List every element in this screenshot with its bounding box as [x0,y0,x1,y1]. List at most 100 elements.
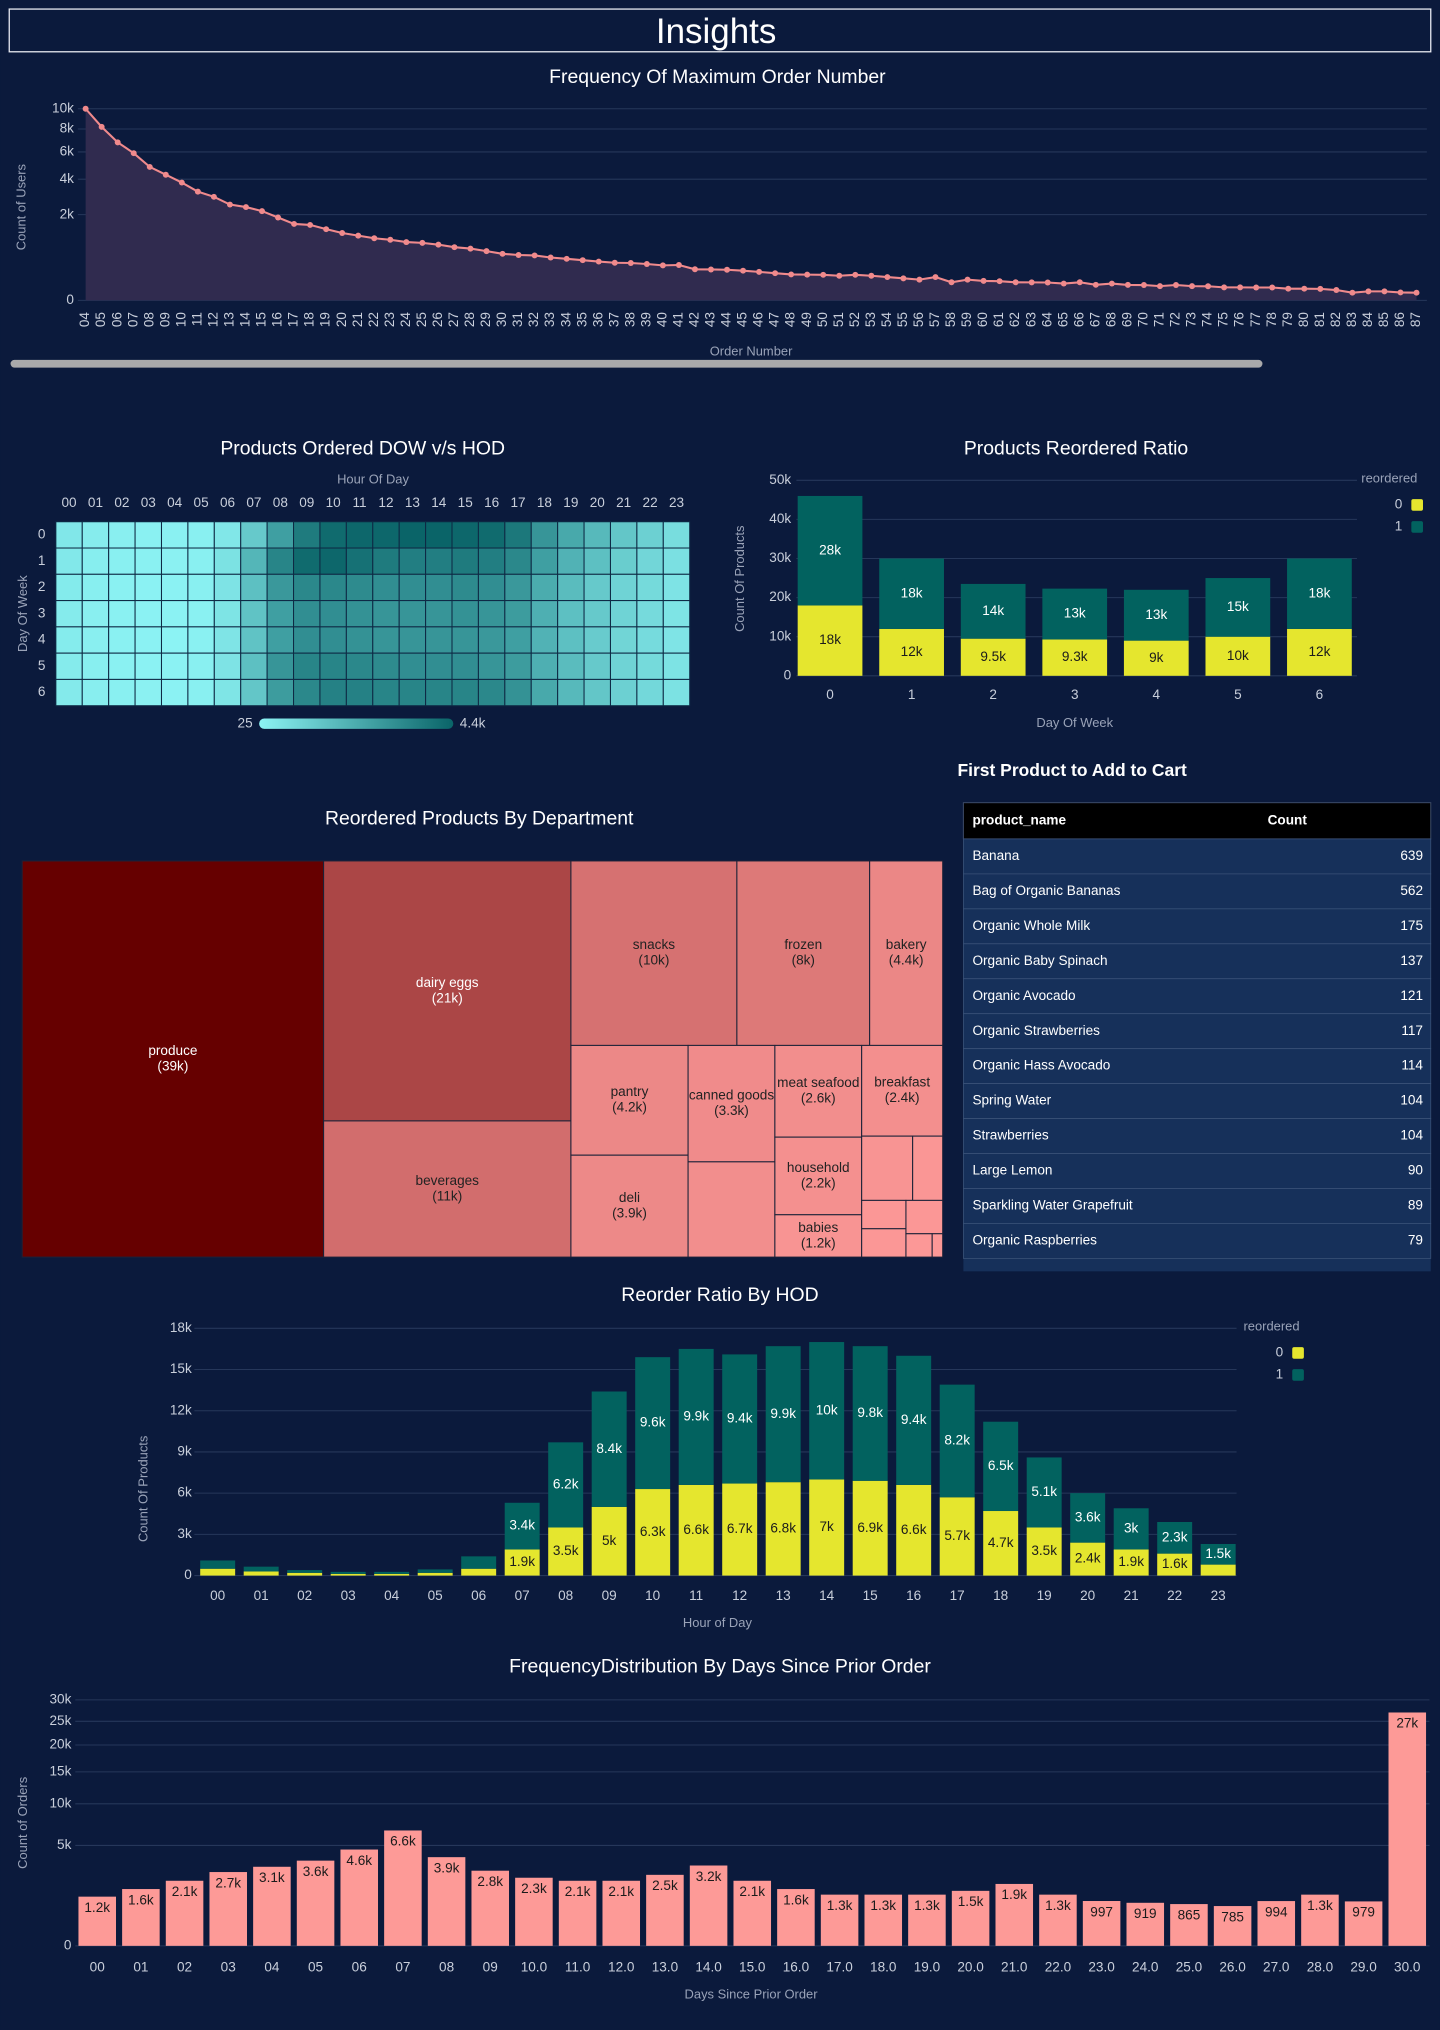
x-tick-label: 02 [177,1959,192,1974]
data-label: 2.4k [1075,1551,1101,1566]
y-axis-title: Count Of Products [135,1436,150,1542]
heat-cell [557,521,585,549]
y-tick-label: 4k [60,171,75,186]
bar-segment [983,1421,1019,1512]
column-header: Count [1268,812,1308,827]
y-tick-label: 0 [66,292,74,307]
data-label: 2.1k [739,1884,765,1899]
x-tick-label: 13.0 [652,1959,679,1974]
heat-cell [504,547,532,575]
data-label: 9.4k [901,1412,927,1427]
x-tick-label: 12 [378,495,393,510]
x-tick-label: 26.0 [1219,1959,1246,1974]
point [1365,288,1372,295]
bar-segment [243,1566,279,1572]
x-tick-label: 02 [297,1588,312,1603]
x-tick-label: 22 [643,495,658,510]
point [98,123,105,130]
point [852,271,859,278]
heat-cell [213,626,242,654]
table-row [963,1083,1432,1119]
heat-cell [134,678,163,707]
point [275,214,282,221]
data-label: 979 [1352,1905,1375,1920]
heat-cell [293,547,321,575]
table-title: First Product to Add to Cart [957,760,1187,780]
data-label: 1.3k [1045,1898,1071,1913]
heat-cell [134,521,163,549]
bar-segment [504,1549,540,1576]
point [756,268,763,275]
data-label: 3.5k [553,1543,579,1558]
point [1124,281,1131,288]
x-tick-label: 65 [1055,312,1070,327]
x-tick-label: 78 [1264,312,1279,327]
legend-swatch [1292,1369,1304,1381]
heat-cell [134,652,163,680]
cell: Spring Water [972,1093,1051,1108]
bar-segment [504,1502,540,1550]
heat-cell [530,626,559,654]
bar-segment [243,1571,279,1576]
color-tick-label: 25 [238,715,253,730]
bar-segment [1205,578,1271,637]
treemap-cell [869,860,944,1046]
x-tick-label: 15 [863,1588,878,1603]
data-label: 785 [1221,1909,1244,1924]
x-tick-label: 47 [767,312,782,327]
x-tick-label: 14 [238,312,253,328]
x-tick-label: 13 [222,312,237,327]
table-row [963,978,1432,1015]
bar-segment [809,1342,845,1480]
data-label: 6.2k [553,1477,579,1492]
data-label: 2.5k [652,1878,678,1893]
cell: 89 [1408,1198,1423,1213]
heat-cell [636,652,664,680]
heat-cell [240,521,268,549]
point [403,239,410,246]
point [210,193,217,200]
y-tick-label: 30k [769,550,791,565]
heat-cell [451,547,479,575]
point [1333,287,1340,294]
heat-cell [187,652,215,680]
x-tick-label: 06 [471,1588,486,1603]
scrollbar[interactable] [10,359,1263,368]
x-tick-label: 82 [1328,312,1343,327]
y-tick-label: 20k [769,589,791,604]
bar [78,1896,117,1946]
heat-cell [662,652,691,680]
x-tick-label: 16 [906,1588,921,1603]
chart-title: Products Ordered DOW v/s HOD [220,437,505,459]
heat-cell [557,652,585,680]
heat-cell [609,652,638,680]
heat-cell [662,521,691,549]
data-label: 1.6k [1162,1556,1188,1571]
heat-cell [609,547,638,575]
heat-cell [636,521,664,549]
x-tick-label: 85 [1376,312,1391,327]
data-label: 14k [982,603,1004,618]
x-tick-label: 20 [1080,1588,1096,1603]
x-tick-label: 66 [1071,312,1086,327]
bar [864,1894,903,1946]
heat-cell [187,626,215,654]
treemap-cell [861,1135,914,1201]
x-tick-label: 51 [831,312,846,327]
point [579,257,586,264]
heat-cell [345,600,374,628]
x-tick-label: 25 [414,312,429,327]
heat-cell [81,600,110,628]
heat-cell [557,600,585,628]
heat-cell [319,600,347,628]
heat-cell [319,547,347,575]
x-tick-label: 14 [819,1588,835,1603]
point [1205,283,1212,290]
point [772,270,779,277]
x-tick-label: 30 [494,312,509,328]
x-tick-label: 08 [439,1959,454,1974]
heat-cell [55,626,83,654]
heat-cell [372,547,400,575]
y-tick-label: 25k [49,1713,71,1728]
x-tick-label: 6 [1316,687,1324,702]
